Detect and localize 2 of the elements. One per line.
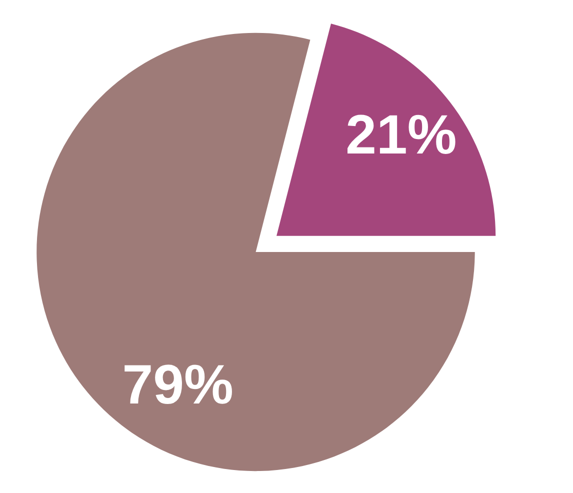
data-label: 21% [348,114,456,154]
data-label: 79% [124,364,232,404]
